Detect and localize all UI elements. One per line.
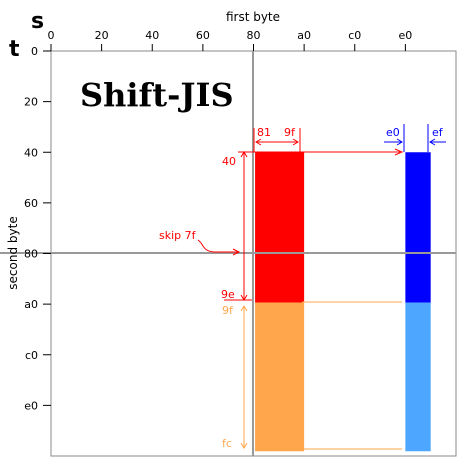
trail-fc-label: fc xyxy=(222,437,232,450)
lead-byte-81-9f-annotation xyxy=(253,128,301,152)
byte-regions xyxy=(255,152,431,452)
lead-ef-label: ef xyxy=(432,126,444,139)
trail-40-label: 40 xyxy=(222,155,236,168)
y-tick-label: a0 xyxy=(24,298,38,311)
y-tick-label: 60 xyxy=(24,197,38,210)
axis-letter-t: t xyxy=(9,37,20,62)
x-tick-label: 80 xyxy=(247,29,261,42)
region-lead-e0-ef-trail-9f-fc xyxy=(405,302,431,452)
y-tick-label: 40 xyxy=(24,146,38,159)
skip-7f-arrow xyxy=(197,239,238,253)
skip-7f-arrowhead xyxy=(232,248,241,256)
skip-7f-label: skip 7f xyxy=(159,229,197,242)
lead-9f-label: 9f xyxy=(284,126,296,139)
y-axis-label: second byte xyxy=(6,216,20,289)
trail-9e-label: 9e xyxy=(221,288,235,301)
region-lead-81-9f-trail-9f-fc xyxy=(255,302,305,452)
x-tick-label: c0 xyxy=(348,29,361,42)
x-tick-label: 0 xyxy=(48,29,55,42)
axis-letter-s: s xyxy=(31,9,44,34)
lead-byte-e0-ef-annotation xyxy=(384,124,446,152)
x-axis-label: first byte xyxy=(226,10,280,24)
region-lead-81-9f-trail-40-9e xyxy=(255,152,305,303)
x-tick-label: e0 xyxy=(398,29,412,42)
y-tick-label: 80 xyxy=(24,248,38,261)
diagram-title: Shift-JIS xyxy=(80,76,234,114)
lead-81-label: 81 xyxy=(257,126,271,139)
y-tick-label: 20 xyxy=(24,96,38,109)
y-tick-label: e0 xyxy=(24,399,38,412)
y-tick-label: 0 xyxy=(31,45,38,58)
y-axis-ticks: 0 20 40 60 80 a0 c0 e0 xyxy=(24,45,51,412)
trail-byte-9f-fc-annotation xyxy=(240,301,402,450)
region-lead-e0-ef-trail-40-9e xyxy=(405,152,431,303)
trail-byte-40-9e-annotation xyxy=(224,148,404,301)
x-tick-label: 20 xyxy=(95,29,109,42)
y-tick-label: c0 xyxy=(25,349,38,362)
x-tick-label: 60 xyxy=(196,29,210,42)
x-axis-ticks: 0 20 40 60 80 a0 c0 e0 xyxy=(48,29,412,51)
lead-e0-label: e0 xyxy=(386,126,400,139)
x-tick-label: a0 xyxy=(297,29,311,42)
trail-9f-label: 9f xyxy=(222,304,234,317)
x-tick-label: 40 xyxy=(145,29,159,42)
